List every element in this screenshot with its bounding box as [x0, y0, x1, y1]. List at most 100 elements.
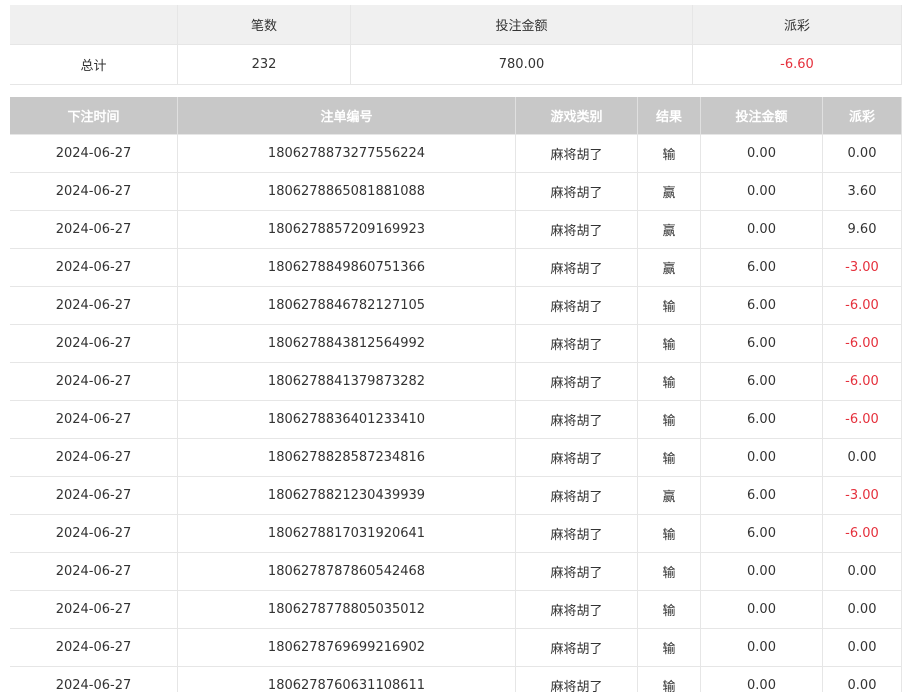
record-cell: 1806278836401233410 [178, 401, 516, 439]
summary-value: 232 [178, 45, 351, 85]
record-cell: -6.00 [823, 363, 902, 401]
record-cell: 麻将胡了 [516, 363, 638, 401]
record-cell: 6.00 [701, 249, 823, 287]
record-cell: 0.00 [701, 135, 823, 173]
record-cell: 麻将胡了 [516, 667, 638, 692]
record-cell: 2024-06-27 [10, 287, 178, 325]
column-header: 投注金额 [701, 97, 823, 135]
record-cell: 麻将胡了 [516, 211, 638, 249]
record-cell: 麻将胡了 [516, 249, 638, 287]
summary-value: -6.60 [693, 45, 902, 85]
record-cell: 1806278760631108611 [178, 667, 516, 692]
record-cell: 6.00 [701, 287, 823, 325]
record-cell: 1806278849860751366 [178, 249, 516, 287]
record-cell: 麻将胡了 [516, 173, 638, 211]
column-header: 游戏类别 [516, 97, 638, 135]
record-cell: 2024-06-27 [10, 135, 178, 173]
record-cell: 1806278769699216902 [178, 629, 516, 667]
record-cell: 2024-06-27 [10, 667, 178, 692]
summary-header-cell: 投注金额 [351, 5, 693, 45]
summary-header-cell [10, 5, 178, 45]
record-cell: 2024-06-27 [10, 211, 178, 249]
summary-header-cell: 笔数 [178, 5, 351, 45]
record-cell: 0.00 [823, 135, 902, 173]
record-cell: 1806278841379873282 [178, 363, 516, 401]
record-cell: 2024-06-27 [10, 249, 178, 287]
record-cell: 6.00 [701, 325, 823, 363]
record-cell: 麻将胡了 [516, 591, 638, 629]
record-cell: 输 [638, 629, 701, 667]
record-cell: 输 [638, 401, 701, 439]
record-cell: 0.00 [823, 553, 902, 591]
record-cell: 1806278857209169923 [178, 211, 516, 249]
record-cell: -6.00 [823, 287, 902, 325]
record-cell: 1806278778805035012 [178, 591, 516, 629]
record-cell: 麻将胡了 [516, 515, 638, 553]
record-cell: 6.00 [701, 401, 823, 439]
record-cell: 6.00 [701, 477, 823, 515]
summary-header-cell: 派彩 [693, 5, 902, 45]
record-cell: 0.00 [701, 667, 823, 692]
record-cell: -6.00 [823, 401, 902, 439]
record-cell: 输 [638, 363, 701, 401]
record-cell: 2024-06-27 [10, 363, 178, 401]
record-cell: 输 [638, 591, 701, 629]
record-cell: 2024-06-27 [10, 553, 178, 591]
record-cell: 赢 [638, 173, 701, 211]
record-cell: 0.00 [701, 629, 823, 667]
record-cell: 2024-06-27 [10, 515, 178, 553]
record-cell: 0.00 [823, 629, 902, 667]
record-cell: 0.00 [701, 439, 823, 477]
record-cell: 输 [638, 439, 701, 477]
record-cell: -3.00 [823, 249, 902, 287]
record-cell: 麻将胡了 [516, 477, 638, 515]
record-cell: -3.00 [823, 477, 902, 515]
record-cell: 2024-06-27 [10, 173, 178, 211]
record-cell: 0.00 [701, 591, 823, 629]
record-cell: 麻将胡了 [516, 629, 638, 667]
record-cell: 2024-06-27 [10, 477, 178, 515]
record-cell: 输 [638, 667, 701, 692]
record-cell: 1806278828587234816 [178, 439, 516, 477]
record-cell: 1806278865081881088 [178, 173, 516, 211]
record-cell: 麻将胡了 [516, 553, 638, 591]
record-cell: 赢 [638, 249, 701, 287]
record-cell: 输 [638, 135, 701, 173]
record-cell: 赢 [638, 477, 701, 515]
column-header: 结果 [638, 97, 701, 135]
record-cell: 2024-06-27 [10, 401, 178, 439]
record-cell: 0.00 [823, 667, 902, 692]
summary-value: 780.00 [351, 45, 693, 85]
record-cell: 麻将胡了 [516, 325, 638, 363]
summary-label: 总计 [10, 45, 178, 85]
record-cell: 1806278873277556224 [178, 135, 516, 173]
record-cell: 2024-06-27 [10, 591, 178, 629]
record-cell: 2024-06-27 [10, 629, 178, 667]
record-cell: -6.00 [823, 325, 902, 363]
record-cell: -6.00 [823, 515, 902, 553]
record-cell: 输 [638, 325, 701, 363]
record-cell: 2024-06-27 [10, 325, 178, 363]
record-cell: 6.00 [701, 515, 823, 553]
record-cell: 0.00 [701, 211, 823, 249]
record-cell: 1806278817031920641 [178, 515, 516, 553]
record-cell: 0.00 [701, 173, 823, 211]
column-header: 派彩 [823, 97, 902, 135]
record-cell: 6.00 [701, 363, 823, 401]
record-cell: 输 [638, 515, 701, 553]
record-cell: 输 [638, 553, 701, 591]
record-cell: 1806278843812564992 [178, 325, 516, 363]
record-cell: 2024-06-27 [10, 439, 178, 477]
record-cell: 3.60 [823, 173, 902, 211]
record-cell: 麻将胡了 [516, 287, 638, 325]
column-header: 注单编号 [178, 97, 516, 135]
record-cell: 输 [638, 287, 701, 325]
record-cell: 麻将胡了 [516, 135, 638, 173]
record-cell: 1806278787860542468 [178, 553, 516, 591]
record-cell: 9.60 [823, 211, 902, 249]
record-cell: 0.00 [701, 553, 823, 591]
record-cell: 0.00 [823, 591, 902, 629]
record-cell: 1806278821230439939 [178, 477, 516, 515]
record-cell: 1806278846782127105 [178, 287, 516, 325]
